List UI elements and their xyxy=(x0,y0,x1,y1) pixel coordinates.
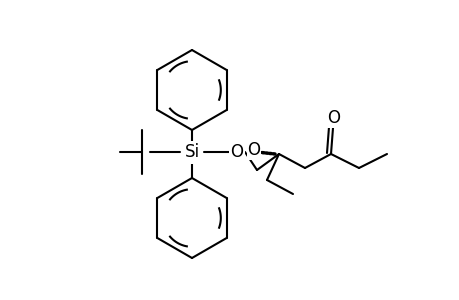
Text: O: O xyxy=(247,141,260,159)
Text: O: O xyxy=(230,143,243,161)
Text: O: O xyxy=(327,109,340,127)
Text: Si: Si xyxy=(184,143,199,161)
